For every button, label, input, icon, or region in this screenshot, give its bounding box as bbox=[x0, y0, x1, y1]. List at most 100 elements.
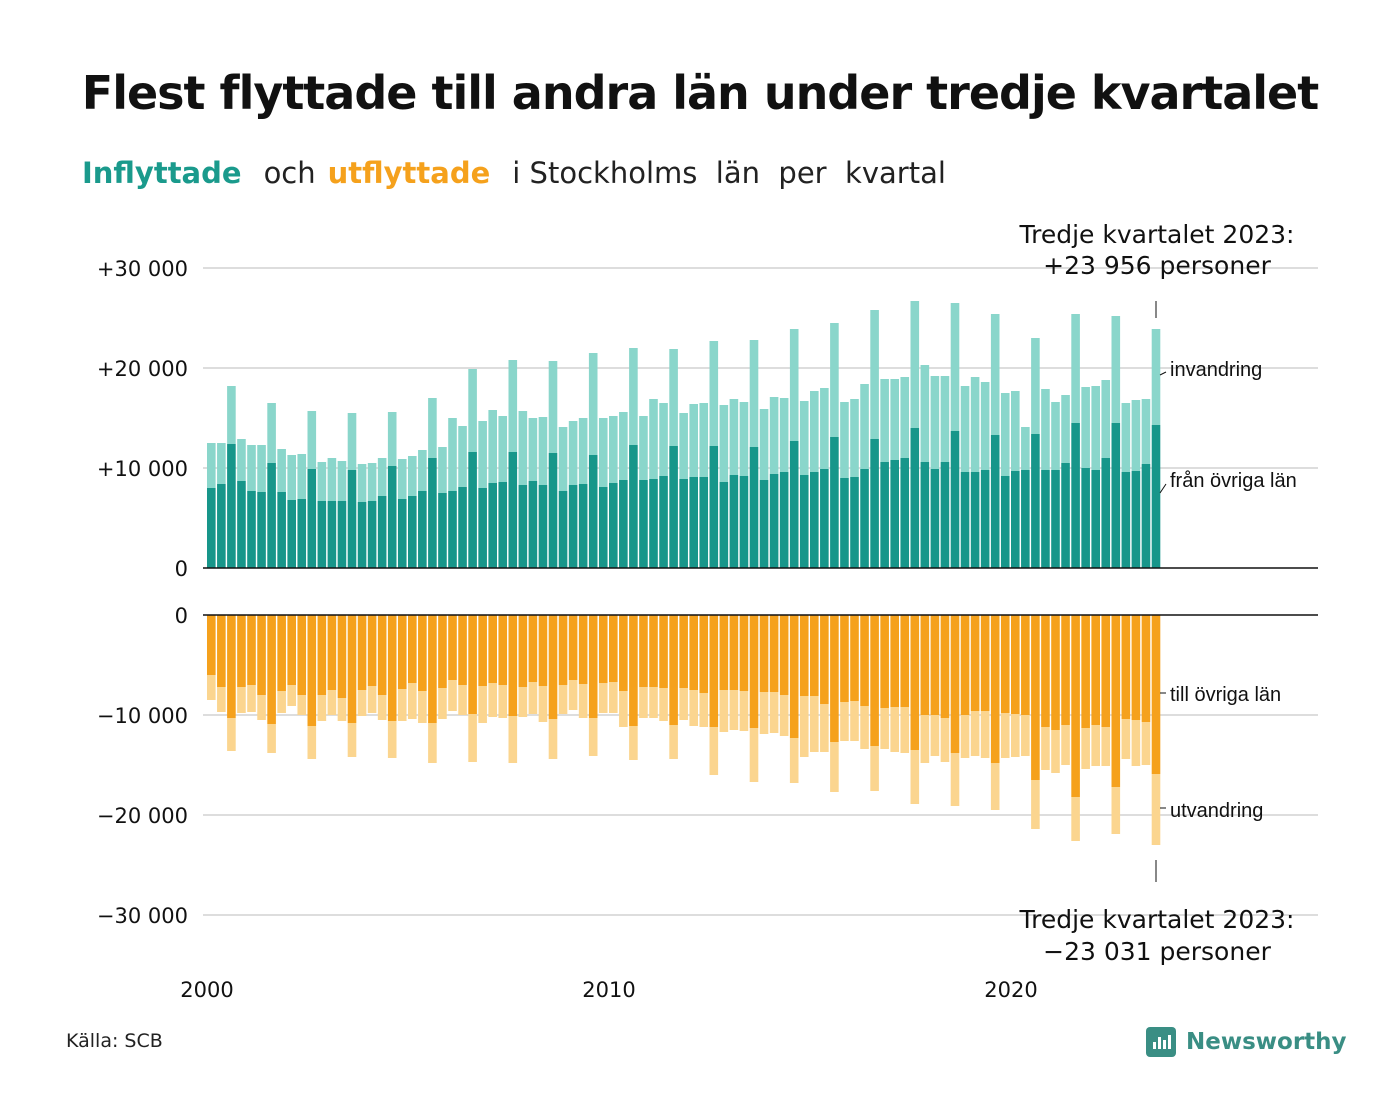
bar-from-other-counties bbox=[538, 485, 548, 568]
bar-immigration bbox=[408, 456, 417, 496]
subtitle-och: och bbox=[263, 156, 316, 190]
bar-emigration bbox=[488, 683, 497, 717]
bar-from-other-counties bbox=[870, 439, 879, 568]
bar-immigration bbox=[900, 377, 910, 458]
bar-from-other-counties bbox=[578, 484, 588, 568]
bar-from-other-counties bbox=[307, 469, 317, 568]
bar-to-other-counties bbox=[820, 615, 829, 704]
bar-immigration bbox=[287, 455, 296, 500]
bar-from-other-counties bbox=[789, 441, 799, 568]
bar-to-other-counties bbox=[1151, 615, 1161, 774]
bar-to-other-counties bbox=[629, 615, 638, 726]
bar-to-other-counties bbox=[317, 615, 327, 695]
bar-emigration bbox=[619, 691, 628, 727]
bar-immigration bbox=[1041, 389, 1050, 470]
bar-immigration bbox=[558, 427, 568, 491]
bar-to-other-counties bbox=[719, 615, 729, 690]
bar-from-other-counties bbox=[357, 502, 367, 568]
bar-immigration bbox=[548, 361, 558, 453]
bar-immigration bbox=[1141, 399, 1151, 464]
bar-from-other-counties bbox=[1000, 476, 1010, 568]
bar-emigration bbox=[699, 693, 709, 727]
bar-immigration bbox=[870, 310, 879, 439]
bar-from-other-counties bbox=[317, 501, 327, 568]
bar-immigration bbox=[518, 411, 528, 485]
bar-to-other-counties bbox=[639, 615, 648, 687]
bar-emigration bbox=[950, 753, 960, 806]
bar-immigration bbox=[528, 418, 538, 481]
bar-emigration bbox=[357, 690, 367, 716]
bar-immigration bbox=[699, 403, 709, 477]
bar-from-other-counties bbox=[518, 485, 528, 568]
bar-from-other-counties bbox=[860, 469, 869, 568]
bar-immigration bbox=[1101, 380, 1111, 458]
bar-to-other-counties bbox=[267, 615, 276, 724]
bar-emigration bbox=[920, 715, 930, 763]
bar-from-other-counties bbox=[297, 499, 307, 568]
bar-from-other-counties bbox=[227, 444, 236, 568]
bar-immigration bbox=[950, 303, 960, 431]
bar-immigration bbox=[799, 401, 809, 475]
bar-immigration bbox=[307, 411, 317, 469]
bar-emigration bbox=[448, 680, 457, 711]
bar-immigration bbox=[438, 447, 447, 493]
bar-emigration bbox=[367, 686, 377, 713]
bar-from-other-counties bbox=[930, 469, 940, 568]
bar-emigration bbox=[830, 742, 839, 792]
bar-from-other-counties bbox=[779, 472, 789, 568]
bar-emigration bbox=[970, 711, 980, 756]
bar-immigration bbox=[217, 443, 226, 484]
bar-to-other-counties bbox=[488, 615, 497, 683]
bar-to-other-counties bbox=[709, 615, 719, 727]
bar-emigration bbox=[267, 724, 276, 753]
bar-to-other-counties bbox=[940, 615, 950, 718]
bar-to-other-counties bbox=[337, 615, 347, 698]
bar-to-other-counties bbox=[1041, 615, 1050, 727]
bar-from-other-counties bbox=[890, 460, 899, 568]
bar-from-other-counties bbox=[1151, 425, 1161, 568]
bar-to-other-counties bbox=[810, 615, 819, 696]
bar-to-other-counties bbox=[598, 615, 608, 683]
bar-emigration bbox=[327, 690, 337, 715]
bar-emigration bbox=[1041, 727, 1050, 770]
bar-immigration bbox=[428, 398, 437, 458]
bar-emigration bbox=[548, 719, 558, 759]
bar-emigration bbox=[287, 685, 296, 706]
bottom-y-tick-label: 0 bbox=[175, 604, 188, 628]
bar-immigration bbox=[598, 418, 608, 487]
bar-from-other-counties bbox=[548, 453, 558, 568]
bar-immigration bbox=[458, 426, 467, 487]
bar-emigration bbox=[980, 711, 990, 758]
bar-to-other-counties bbox=[1121, 615, 1131, 719]
bar-emigration bbox=[498, 685, 508, 718]
bar-from-other-counties bbox=[267, 463, 276, 568]
fran-ovriga-lan-leader bbox=[1159, 483, 1167, 494]
bar-immigration bbox=[1081, 387, 1090, 468]
bar-emigration bbox=[629, 726, 638, 760]
bar-emigration bbox=[669, 725, 678, 759]
bar-to-other-counties bbox=[227, 615, 236, 718]
bar-from-other-counties bbox=[649, 479, 658, 568]
bar-to-other-counties bbox=[669, 615, 678, 725]
bar-from-other-counties bbox=[679, 479, 688, 568]
newsworthy-logo[interactable]: Newsworthy bbox=[1146, 1022, 1347, 1062]
bar-emigration bbox=[659, 688, 668, 721]
bar-immigration bbox=[317, 462, 327, 501]
source-label: Källa: SCB bbox=[66, 1030, 163, 1052]
bar-emigration bbox=[207, 675, 216, 700]
bar-immigration bbox=[357, 464, 367, 502]
bar-immigration bbox=[910, 301, 920, 428]
bar-from-other-counties bbox=[920, 462, 930, 568]
bar-immigration bbox=[488, 410, 497, 483]
bar-emigration bbox=[1141, 722, 1151, 765]
bar-to-other-counties bbox=[498, 615, 508, 685]
bar-emigration bbox=[880, 708, 889, 749]
bar-to-other-counties bbox=[990, 615, 1000, 763]
bar-from-other-counties bbox=[438, 493, 447, 568]
bar-immigration bbox=[689, 404, 698, 477]
bar-emigration bbox=[709, 727, 719, 775]
bar-from-other-counties bbox=[568, 485, 578, 568]
bar-from-other-counties bbox=[1071, 423, 1080, 568]
bar-immigration bbox=[739, 402, 749, 476]
bar-from-other-counties bbox=[769, 474, 779, 568]
